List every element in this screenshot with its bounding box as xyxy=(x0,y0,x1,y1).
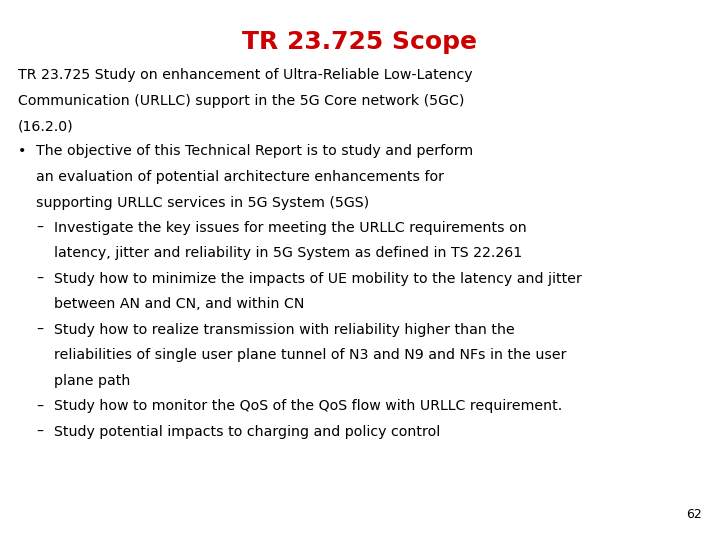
Text: between AN and CN, and within CN: between AN and CN, and within CN xyxy=(54,298,305,312)
Text: •: • xyxy=(18,145,27,159)
Text: The objective of this Technical Report is to study and perform: The objective of this Technical Report i… xyxy=(36,145,473,159)
Text: (16.2.0): (16.2.0) xyxy=(18,119,73,133)
Text: latency, jitter and reliability in 5G System as defined in TS 22.261: latency, jitter and reliability in 5G Sy… xyxy=(54,246,522,260)
Text: –: – xyxy=(36,221,43,235)
Text: TR 23.725 Study on enhancement of Ultra-Reliable Low-Latency: TR 23.725 Study on enhancement of Ultra-… xyxy=(18,68,472,82)
Text: Study how to monitor the QoS of the QoS flow with URLLC requirement.: Study how to monitor the QoS of the QoS … xyxy=(54,400,562,414)
Text: Study potential impacts to charging and policy control: Study potential impacts to charging and … xyxy=(54,425,440,439)
Text: Study how to minimize the impacts of UE mobility to the latency and jitter: Study how to minimize the impacts of UE … xyxy=(54,272,582,286)
Text: 62: 62 xyxy=(686,508,702,521)
Text: Study how to realize transmission with reliability higher than the: Study how to realize transmission with r… xyxy=(54,323,515,337)
Text: Investigate the key issues for meeting the URLLC requirements on: Investigate the key issues for meeting t… xyxy=(54,221,527,235)
Text: –: – xyxy=(36,400,43,414)
Text: –: – xyxy=(36,323,43,337)
Text: reliabilities of single user plane tunnel of N3 and N9 and NFs in the user: reliabilities of single user plane tunne… xyxy=(54,348,567,362)
Text: an evaluation of potential architecture enhancements for: an evaluation of potential architecture … xyxy=(36,170,444,184)
Text: –: – xyxy=(36,425,43,439)
Text: TR 23.725 Scope: TR 23.725 Scope xyxy=(243,30,477,54)
Text: –: – xyxy=(36,272,43,286)
Text: Communication (URLLC) support in the 5G Core network (5GC): Communication (URLLC) support in the 5G … xyxy=(18,93,464,107)
Text: supporting URLLC services in 5G System (5GS): supporting URLLC services in 5G System (… xyxy=(36,195,369,210)
Text: plane path: plane path xyxy=(54,374,130,388)
